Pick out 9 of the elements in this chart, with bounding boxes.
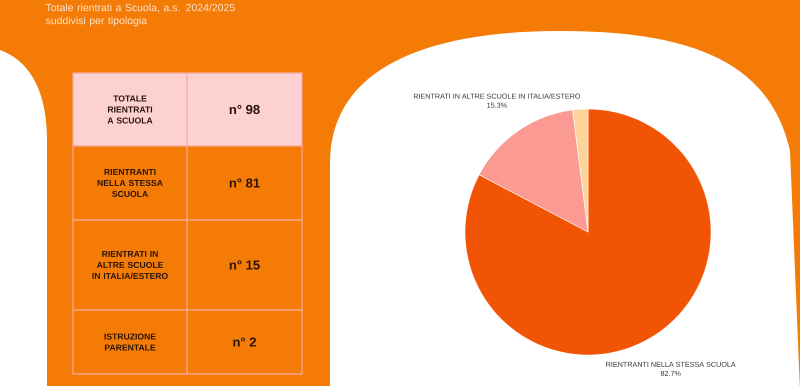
text: Totale rientrati a Scuola, a.s. 2024/2025 suddivisi per tipologia: [46, 4, 235, 26]
text: ISTRUZIONE PARENTALE: [104, 333, 156, 350]
text: RIENTRANTI NELLA STESSA SCUOLA: [98, 169, 163, 197]
text: n° 98: [230, 104, 260, 114]
text: RIENTRATI IN ALTRE SCUOLE IN ITALIA/ESTERO: [92, 250, 168, 280]
text: n° 15: [230, 260, 260, 270]
text: n° 81: [230, 178, 260, 188]
text: TOTALE RIENTRATI A SCUOLA: [108, 95, 152, 124]
text: n° 2: [233, 337, 256, 347]
